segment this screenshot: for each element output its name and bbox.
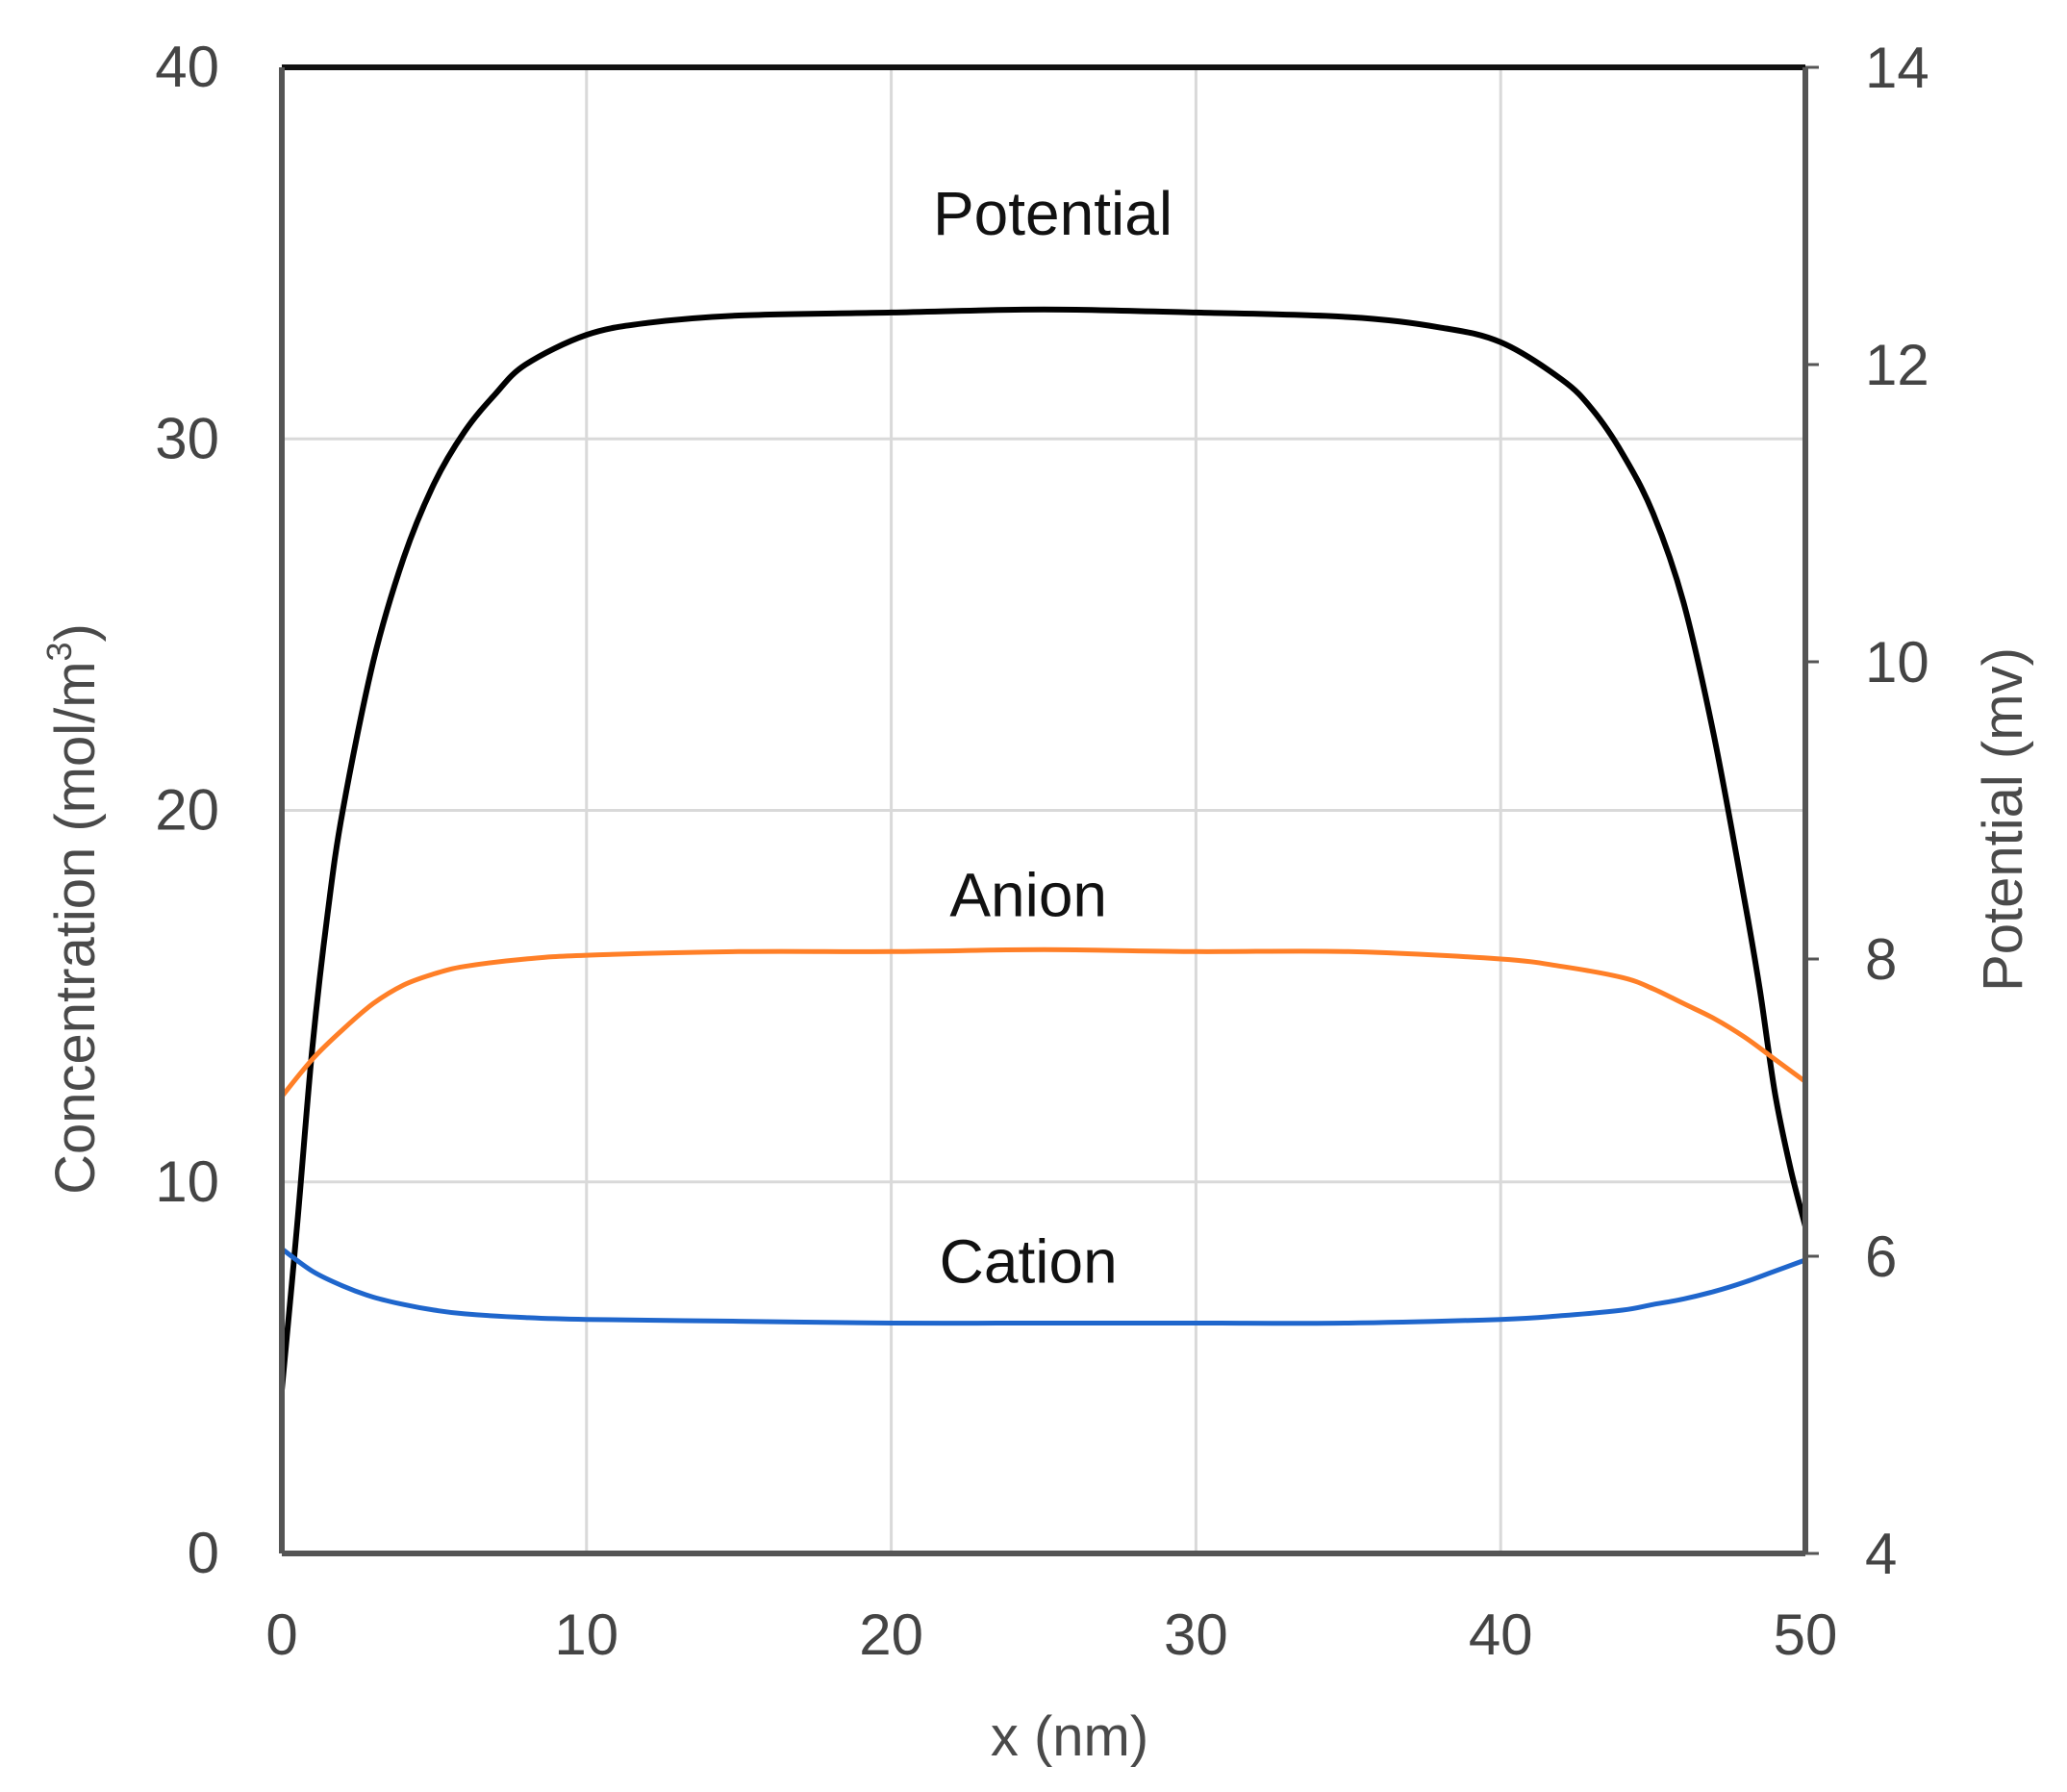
y2-tick-label: 4 <box>1865 1522 1897 1586</box>
series-label-potential: Potential <box>933 179 1172 248</box>
y2-tick-label: 14 <box>1865 36 1929 100</box>
y-tick-label: 40 <box>155 35 219 99</box>
x-tick-label: 0 <box>265 1603 297 1667</box>
y-axis-title-text: Concentration (mol/m <box>44 661 107 1194</box>
series-label-anion: Anion <box>949 860 1107 929</box>
x-tick-label: 50 <box>1774 1603 1838 1667</box>
plot-frame <box>279 64 1819 1556</box>
series-line-anion <box>279 946 1808 1099</box>
series-label-cation: Cation <box>940 1227 1118 1297</box>
y2-tick-label: 10 <box>1865 630 1929 694</box>
series-line-potential <box>279 306 1808 1394</box>
series-layer <box>279 306 1808 1394</box>
series-line-cation <box>279 1246 1808 1326</box>
x-axis-title: x (nm) <box>991 1705 1148 1768</box>
y2-tick-label: 6 <box>1865 1224 1897 1289</box>
tick-labels: 0 10 20 30 40 50 0 10 20 30 40 4 6 8 10 12 14 <box>155 35 1929 1667</box>
y-axis-title-close: ) <box>44 623 107 642</box>
y2-axis-title: Potential (mv) <box>1972 647 2034 992</box>
y-axis-title-superscript: 3 <box>39 642 79 661</box>
x-tick-label: 10 <box>554 1603 618 1667</box>
x-tick-label: 40 <box>1469 1603 1533 1667</box>
y-tick-label: 20 <box>155 778 219 843</box>
y-tick-label: 0 <box>188 1521 219 1585</box>
y-tick-label: 30 <box>155 406 219 470</box>
y2-tick-label: 8 <box>1865 927 1897 992</box>
grid <box>282 67 1805 1553</box>
y2-tick-label: 12 <box>1865 333 1929 397</box>
y-axis-title: Concentration (mol/m3) <box>39 623 107 1195</box>
x-tick-label: 30 <box>1164 1603 1228 1667</box>
y-tick-label: 10 <box>155 1149 219 1214</box>
x-tick-label: 20 <box>859 1603 923 1667</box>
